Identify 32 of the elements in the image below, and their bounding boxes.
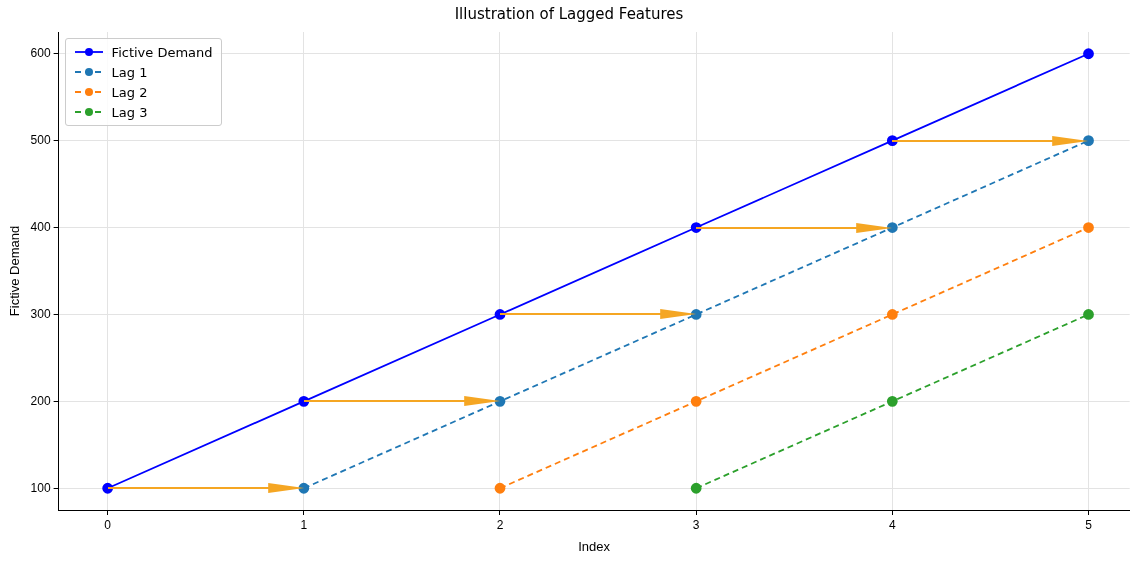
x-axis-title: Index bbox=[578, 538, 611, 554]
point bbox=[1083, 135, 1094, 147]
legend-label: Lag 3 bbox=[111, 104, 148, 120]
y-tick-label: 600 bbox=[30, 46, 51, 61]
legend-label: Lag 2 bbox=[111, 84, 148, 100]
y-axis-title: Fictive Demand bbox=[7, 225, 23, 317]
point bbox=[1083, 309, 1094, 320]
y-tick-label: 200 bbox=[30, 393, 51, 408]
point bbox=[690, 309, 702, 320]
y-tick-label: 500 bbox=[30, 132, 51, 147]
legend-label: Lag 1 bbox=[111, 64, 148, 80]
point bbox=[886, 222, 898, 233]
x-tick-label: 2 bbox=[496, 517, 504, 532]
point bbox=[1083, 222, 1094, 233]
x-tick-label: 5 bbox=[1085, 517, 1093, 532]
x-tick-label: 1 bbox=[300, 517, 308, 532]
y-tick-label: 400 bbox=[30, 219, 51, 234]
point bbox=[494, 482, 506, 494]
y-tick-label: 100 bbox=[30, 480, 51, 495]
point bbox=[886, 395, 898, 407]
point bbox=[298, 482, 310, 494]
point bbox=[690, 482, 702, 494]
x-tick-label: 0 bbox=[104, 517, 112, 532]
point bbox=[886, 309, 898, 320]
point bbox=[1083, 48, 1094, 60]
y-tick-label: 300 bbox=[30, 306, 51, 321]
legend-label: Fictive Demand bbox=[111, 44, 213, 60]
chart-title: Illustration of Lagged Features bbox=[454, 4, 684, 23]
point bbox=[690, 395, 702, 407]
point bbox=[494, 395, 506, 407]
x-tick-label: 4 bbox=[888, 517, 896, 532]
x-tick-label: 3 bbox=[692, 517, 700, 532]
